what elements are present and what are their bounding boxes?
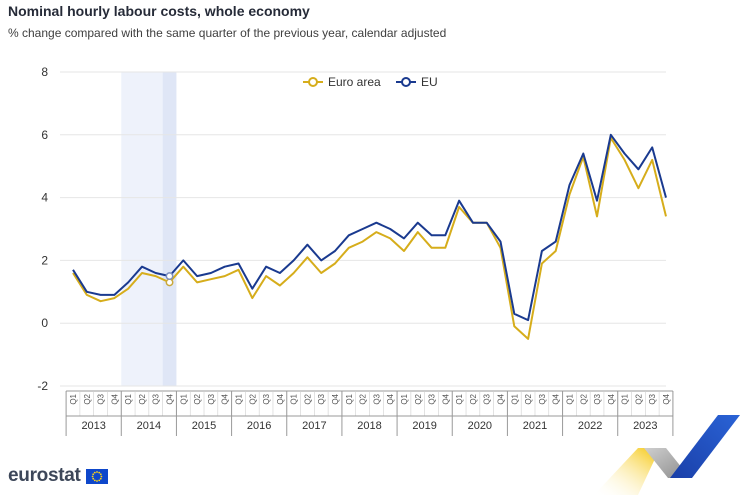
x-tick-label: Q2: [138, 393, 147, 404]
year-label: 2016: [247, 420, 271, 432]
x-tick-label: Q1: [290, 393, 299, 404]
year-label: 2022: [578, 420, 602, 432]
x-tick-label: Q4: [441, 393, 450, 404]
x-tick-label: Q4: [110, 393, 119, 404]
x-tick-label: Q2: [248, 393, 257, 404]
x-tick-label: Q1: [69, 393, 78, 404]
x-tick-label: Q3: [97, 393, 106, 404]
x-tick-label: Q4: [662, 393, 671, 404]
x-tick-label: Q3: [262, 393, 271, 404]
y-tick-label: 6: [41, 128, 48, 142]
x-tick-label: Q2: [414, 393, 423, 404]
x-tick-label: Q1: [510, 393, 519, 404]
hover-marker-eu: [165, 272, 174, 281]
x-tick-label: Q4: [276, 393, 285, 404]
x-tick-label: Q3: [593, 393, 602, 404]
highlight-band: [121, 72, 163, 386]
x-tick-label: Q2: [303, 393, 312, 404]
x-tick-label: Q4: [166, 393, 175, 404]
year-label: 2020: [468, 420, 492, 432]
x-tick-label: Q2: [524, 393, 533, 404]
x-tick-label: Q4: [221, 393, 230, 404]
brand-name: eurostat: [8, 465, 81, 486]
year-label: 2017: [302, 420, 326, 432]
x-tick-label: Q1: [621, 393, 630, 404]
chart-subtitle: % change compared with the same quarter …: [8, 26, 447, 40]
y-tick-label: 4: [41, 191, 48, 205]
x-tick-label: Q1: [455, 393, 464, 404]
year-label: 2021: [523, 420, 547, 432]
x-tick-label: Q4: [331, 393, 340, 404]
year-label: 2023: [633, 420, 657, 432]
x-tick-label: Q1: [179, 393, 188, 404]
eurostat-logo: eurostat: [8, 465, 108, 487]
x-tick-label: Q2: [634, 393, 643, 404]
x-tick-label: Q2: [193, 393, 202, 404]
x-tick-label: Q4: [386, 393, 395, 404]
x-tick-label: Q3: [648, 393, 657, 404]
x-tick-label: Q4: [607, 393, 616, 404]
legend-eu-marker: [401, 77, 411, 87]
x-tick-label: Q3: [207, 393, 216, 404]
x-tick-label: Q1: [234, 393, 243, 404]
eu-flag-icon: [85, 468, 108, 484]
x-tick-label: Q4: [552, 393, 561, 404]
y-tick-label: 8: [41, 65, 48, 79]
hover-marker-euro-area: [165, 278, 174, 287]
year-label: 2018: [357, 420, 381, 432]
x-tick-label: Q1: [124, 393, 133, 404]
year-label: 2015: [192, 420, 216, 432]
eurostat-corner-graphic: [594, 415, 740, 495]
legend-eu-label: EU: [421, 75, 438, 89]
x-tick-label: Q2: [83, 393, 92, 404]
x-tick-label: Q2: [359, 393, 368, 404]
year-label: 2013: [81, 420, 105, 432]
x-tick-label: Q3: [428, 393, 437, 404]
x-tick-label: Q1: [565, 393, 574, 404]
x-tick-label: Q3: [317, 393, 326, 404]
y-tick-label: -2: [37, 379, 48, 393]
x-tick-label: Q2: [579, 393, 588, 404]
legend-euro-area-label: Euro area: [328, 75, 381, 89]
x-tick-label: Q4: [497, 393, 506, 404]
y-tick-label: 0: [41, 316, 48, 330]
x-tick-label: Q1: [345, 393, 354, 404]
x-tick-label: Q3: [372, 393, 381, 404]
x-tick-label: Q3: [538, 393, 547, 404]
x-tick-label: Q3: [483, 393, 492, 404]
year-label: 2019: [412, 420, 436, 432]
legend-euro-area-marker: [308, 77, 318, 87]
x-tick-label: Q3: [152, 393, 161, 404]
highlight-band-hover: [162, 72, 177, 386]
year-label: 2014: [137, 420, 161, 432]
x-tick-label: Q2: [469, 393, 478, 404]
chart-title: Nominal hourly labour costs, whole econo…: [8, 3, 310, 19]
x-tick-label: Q1: [400, 393, 409, 404]
y-tick-label: 2: [41, 253, 48, 267]
